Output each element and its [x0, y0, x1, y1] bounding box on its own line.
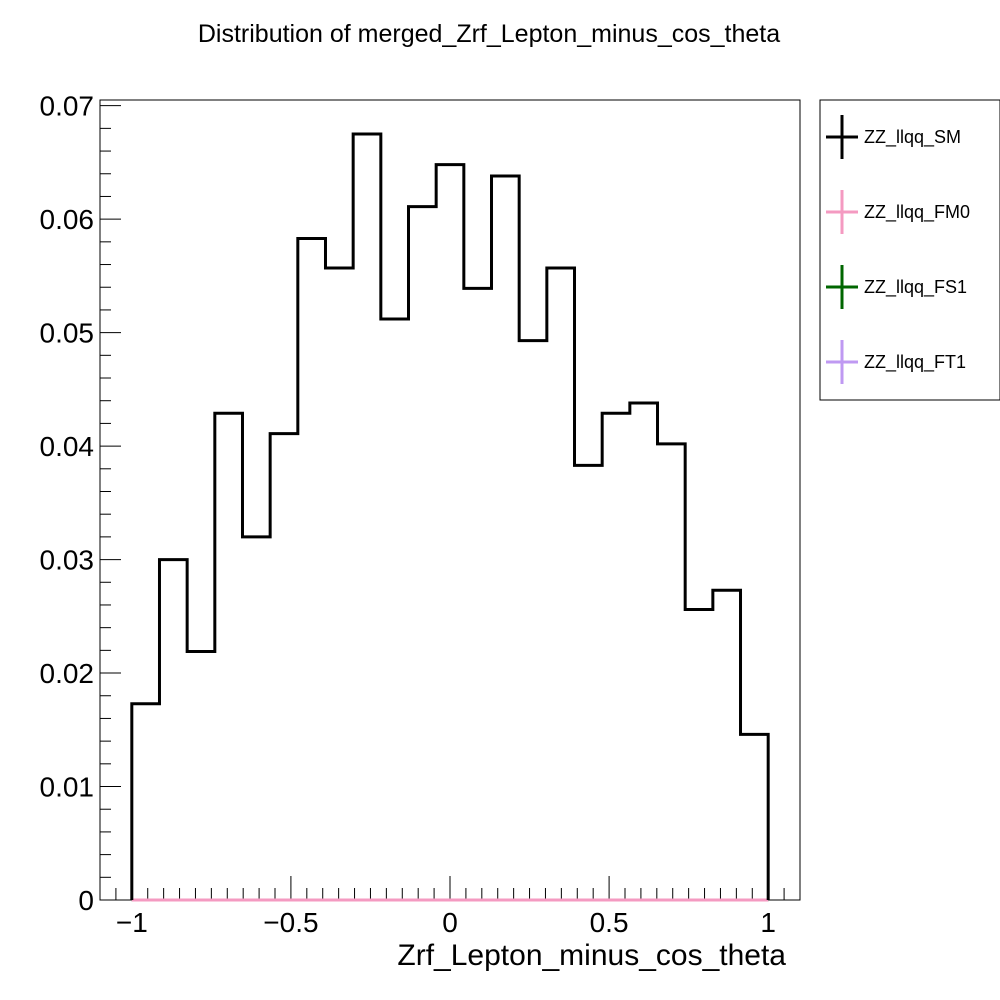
legend-entry: ZZ_llqq_FT1	[826, 340, 966, 384]
legend-entry: ZZ_llqq_FM0	[826, 190, 970, 234]
x-axis-title: Zrf_Lepton_minus_cos_theta	[397, 939, 786, 972]
y-tick-label: 0.02	[40, 658, 95, 689]
x-tick-label: 0	[442, 907, 458, 938]
legend-entry: ZZ_llqq_SM	[826, 115, 961, 159]
legend-label: ZZ_llqq_FS1	[864, 277, 967, 298]
y-axis: 0 0.01 0.02 0.03 0.04 0.05 0.06 0.07	[40, 91, 121, 916]
chart-title: Distribution of merged_Zrf_Lepton_minus_…	[198, 20, 780, 48]
x-tick-label: 0.5	[590, 907, 629, 938]
y-tick-label: 0.04	[40, 431, 95, 462]
y-tick-label: 0.05	[40, 318, 95, 349]
y-tick-label: 0.03	[40, 545, 95, 576]
legend-box	[819, 99, 1000, 401]
x-tick-label: −0.5	[263, 907, 318, 938]
series-layer	[130, 132, 770, 902]
histogram-line	[130, 132, 770, 900]
legend-entry: ZZ_llqq_FS1	[826, 265, 967, 309]
y-tick-label: 0	[78, 885, 94, 916]
x-axis: −1 −0.5 0 0.5 1	[99, 876, 801, 938]
legend-label: ZZ_llqq_SM	[864, 127, 961, 148]
x-tick-label: 1	[760, 907, 776, 938]
x-tick-label: −1	[116, 907, 148, 938]
legend: ZZ_llqq_SM ZZ_llqq_FM0 ZZ_llqq_FS1 ZZ_llqq_…	[819, 99, 1000, 401]
plot-frame	[99, 99, 801, 901]
y-tick-label: 0.07	[40, 91, 95, 122]
y-tick-label: 0.06	[40, 204, 95, 235]
legend-label: ZZ_llqq_FM0	[864, 202, 970, 223]
y-tick-label: 0.01	[40, 772, 95, 803]
legend-label: ZZ_llqq_FT1	[864, 352, 966, 373]
series-ZZ_llqq_SM	[130, 132, 770, 900]
